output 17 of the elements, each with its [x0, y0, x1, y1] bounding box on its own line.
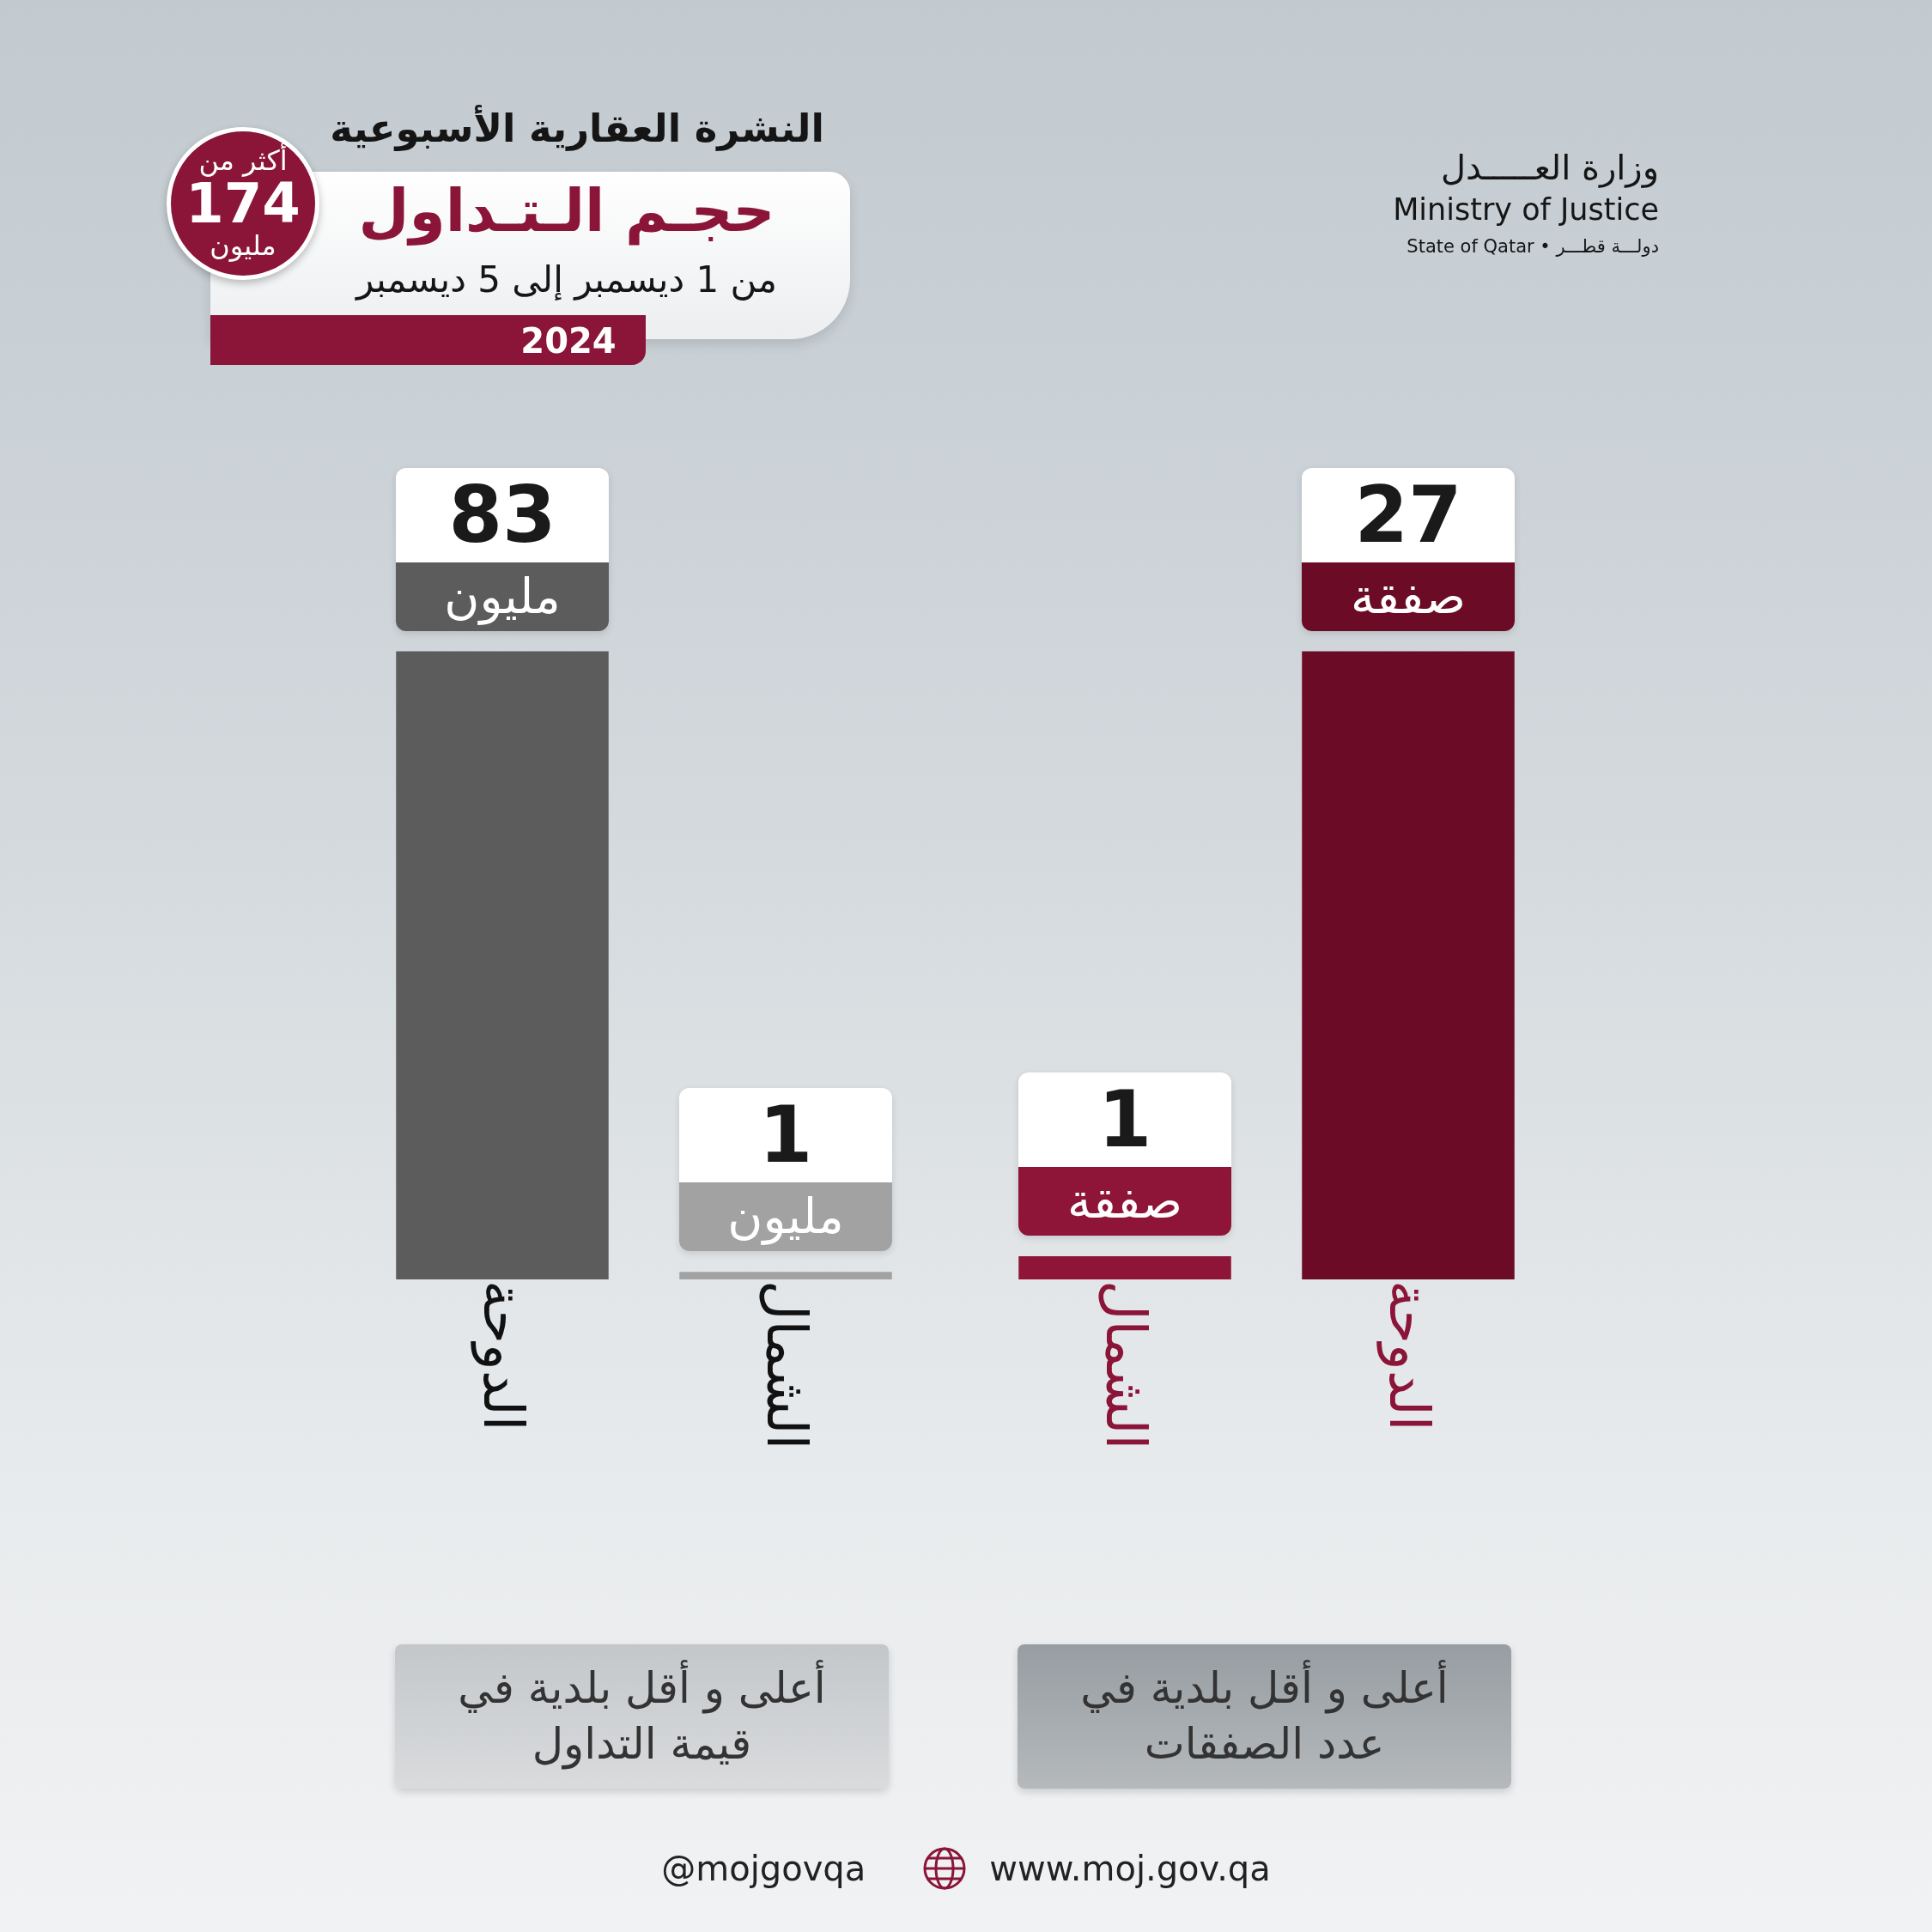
text: وزارة العـــــدل	[1441, 148, 1659, 187]
x-axis-title: أعلى و أقل بلدية في قيمة التداول	[457, 1661, 827, 1771]
text: State of Qatar • دولـــة قطـــر	[1406, 235, 1659, 258]
text: Ministry of Justice	[1393, 191, 1659, 228]
x-tick-label: الدوحة	[471, 1280, 536, 1431]
caption-panel: أعلى و أقل بلدية في قيمة التداول	[395, 1644, 889, 1789]
x-tick-label: الشمال	[755, 1280, 819, 1450]
x-axis-title: أعلى و أقل بلدية في عدد الصفقات	[1079, 1661, 1449, 1771]
text: حجـم الـتـداول	[358, 176, 775, 246]
text: من 1 ديسمبر إلى 5 ديسمبر	[355, 258, 778, 301]
caption-panel: أعلى و أقل بلدية في عدد الصفقات	[1018, 1644, 1511, 1789]
x-tick-label: الشمال	[1094, 1280, 1158, 1450]
text: 2024	[520, 321, 617, 361]
text: النشرة العقارية الأسبوعية	[330, 106, 824, 152]
text: @mojgovqa	[661, 1848, 866, 1889]
text: www.moj.gov.qa	[989, 1848, 1271, 1889]
x-tick-label: الدوحة	[1376, 1280, 1442, 1431]
